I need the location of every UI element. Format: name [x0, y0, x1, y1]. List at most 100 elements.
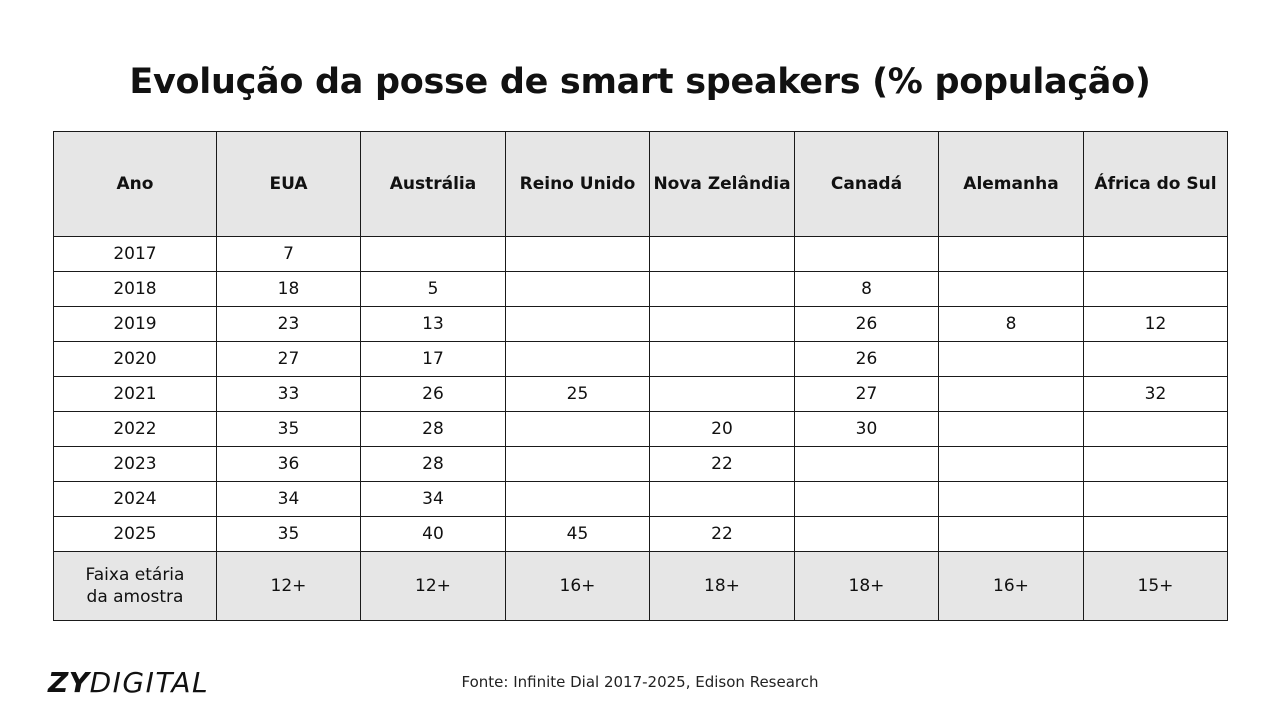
- year-cell: 2022: [53, 411, 217, 447]
- value-cell: [794, 516, 939, 552]
- table-body: 2017 7 2018 18 5 8 2019 23 13 26 8 12 2020 27 17 26 2021…: [53, 236, 1228, 552]
- table-row: 2024 34 34: [53, 481, 1228, 517]
- value-cell: 17: [360, 341, 506, 377]
- column-header-country: África do Sul: [1083, 131, 1228, 237]
- age-range-label: Faixa etária da amostra: [53, 551, 217, 621]
- value-cell: [794, 481, 939, 517]
- value-cell: [1083, 341, 1228, 377]
- table-row: 2025 35 40 45 22: [53, 516, 1228, 552]
- value-cell: [505, 341, 650, 377]
- value-cell: 7: [216, 236, 361, 272]
- value-cell: 22: [649, 446, 795, 482]
- value-cell: [649, 271, 795, 307]
- age-range-cell: 16+: [505, 551, 650, 621]
- table-row: 2021 33 26 25 27 32: [53, 376, 1228, 412]
- table-row: 2023 36 28 22: [53, 446, 1228, 482]
- value-cell: [794, 236, 939, 272]
- value-cell: 20: [649, 411, 795, 447]
- table-row: 2022 35 28 20 30: [53, 411, 1228, 447]
- value-cell: 27: [794, 376, 939, 412]
- year-cell: 2021: [53, 376, 217, 412]
- age-range-row: Faixa etária da amostra 12+ 12+ 16+ 18+ 18+ 1…: [53, 551, 1228, 621]
- year-cell: 2023: [53, 446, 217, 482]
- value-cell: [649, 376, 795, 412]
- age-range-label-line2: da amostra: [86, 587, 184, 607]
- value-cell: 13: [360, 306, 506, 342]
- value-cell: [505, 306, 650, 342]
- value-cell: 22: [649, 516, 795, 552]
- value-cell: [649, 341, 795, 377]
- value-cell: 40: [360, 516, 506, 552]
- value-cell: [1083, 516, 1228, 552]
- value-cell: [938, 516, 1084, 552]
- value-cell: 26: [794, 306, 939, 342]
- value-cell: [938, 481, 1084, 517]
- source-note: Fonte: Infinite Dial 2017-2025, Edison R…: [461, 673, 819, 691]
- value-cell: 27: [216, 341, 361, 377]
- value-cell: [505, 271, 650, 307]
- value-cell: 35: [216, 516, 361, 552]
- value-cell: 5: [360, 271, 506, 307]
- value-cell: 25: [505, 376, 650, 412]
- age-range-cell: 12+: [360, 551, 506, 621]
- logo-bold-part: ZY: [48, 666, 90, 699]
- value-cell: [1083, 271, 1228, 307]
- value-cell: [649, 236, 795, 272]
- value-cell: 28: [360, 411, 506, 447]
- year-cell: 2019: [53, 306, 217, 342]
- value-cell: [938, 446, 1084, 482]
- column-header-year: Ano: [53, 131, 217, 237]
- value-cell: [938, 376, 1084, 412]
- value-cell: 35: [216, 411, 361, 447]
- chart-title: Evolução da posse de smart speakers (% p…: [129, 62, 1151, 102]
- age-range-cell: 18+: [649, 551, 795, 621]
- value-cell: 45: [505, 516, 650, 552]
- data-table: Ano EUA Austrália Reino Unido Nova Zelândia C…: [53, 131, 1228, 621]
- value-cell: [938, 341, 1084, 377]
- age-range-cell: 12+: [216, 551, 361, 621]
- value-cell: [505, 236, 650, 272]
- year-cell: 2025: [53, 516, 217, 552]
- value-cell: 36: [216, 446, 361, 482]
- value-cell: [1083, 236, 1228, 272]
- age-range-label-line1: Faixa etária: [85, 565, 185, 585]
- zydigital-logo: ZYDIGITAL: [48, 666, 209, 699]
- value-cell: [649, 306, 795, 342]
- column-header-country: EUA: [216, 131, 361, 237]
- value-cell: [938, 271, 1084, 307]
- value-cell: 32: [1083, 376, 1228, 412]
- value-cell: [360, 236, 506, 272]
- value-cell: [505, 446, 650, 482]
- value-cell: [1083, 481, 1228, 517]
- table-header-row: Ano EUA Austrália Reino Unido Nova Zelândia C…: [53, 131, 1228, 237]
- value-cell: 33: [216, 376, 361, 412]
- logo-light-part: DIGITAL: [89, 666, 210, 699]
- value-cell: 8: [938, 306, 1084, 342]
- value-cell: 23: [216, 306, 361, 342]
- value-cell: [505, 481, 650, 517]
- year-cell: 2024: [53, 481, 217, 517]
- value-cell: 30: [794, 411, 939, 447]
- column-header-country: Austrália: [360, 131, 506, 237]
- table-row: 2018 18 5 8: [53, 271, 1228, 307]
- value-cell: [794, 446, 939, 482]
- value-cell: 8: [794, 271, 939, 307]
- value-cell: 26: [360, 376, 506, 412]
- value-cell: [938, 236, 1084, 272]
- column-header-country: Nova Zelândia: [649, 131, 795, 237]
- value-cell: [938, 411, 1084, 447]
- value-cell: 34: [216, 481, 361, 517]
- value-cell: 34: [360, 481, 506, 517]
- value-cell: [505, 411, 650, 447]
- value-cell: 12: [1083, 306, 1228, 342]
- age-range-cell: 16+: [938, 551, 1084, 621]
- table-row: 2020 27 17 26: [53, 341, 1228, 377]
- value-cell: 18: [216, 271, 361, 307]
- table-row: 2017 7: [53, 236, 1228, 272]
- age-range-cell: 15+: [1083, 551, 1228, 621]
- table-row: 2019 23 13 26 8 12: [53, 306, 1228, 342]
- age-range-cell: 18+: [794, 551, 939, 621]
- column-header-country: Alemanha: [938, 131, 1084, 237]
- year-cell: 2018: [53, 271, 217, 307]
- value-cell: 28: [360, 446, 506, 482]
